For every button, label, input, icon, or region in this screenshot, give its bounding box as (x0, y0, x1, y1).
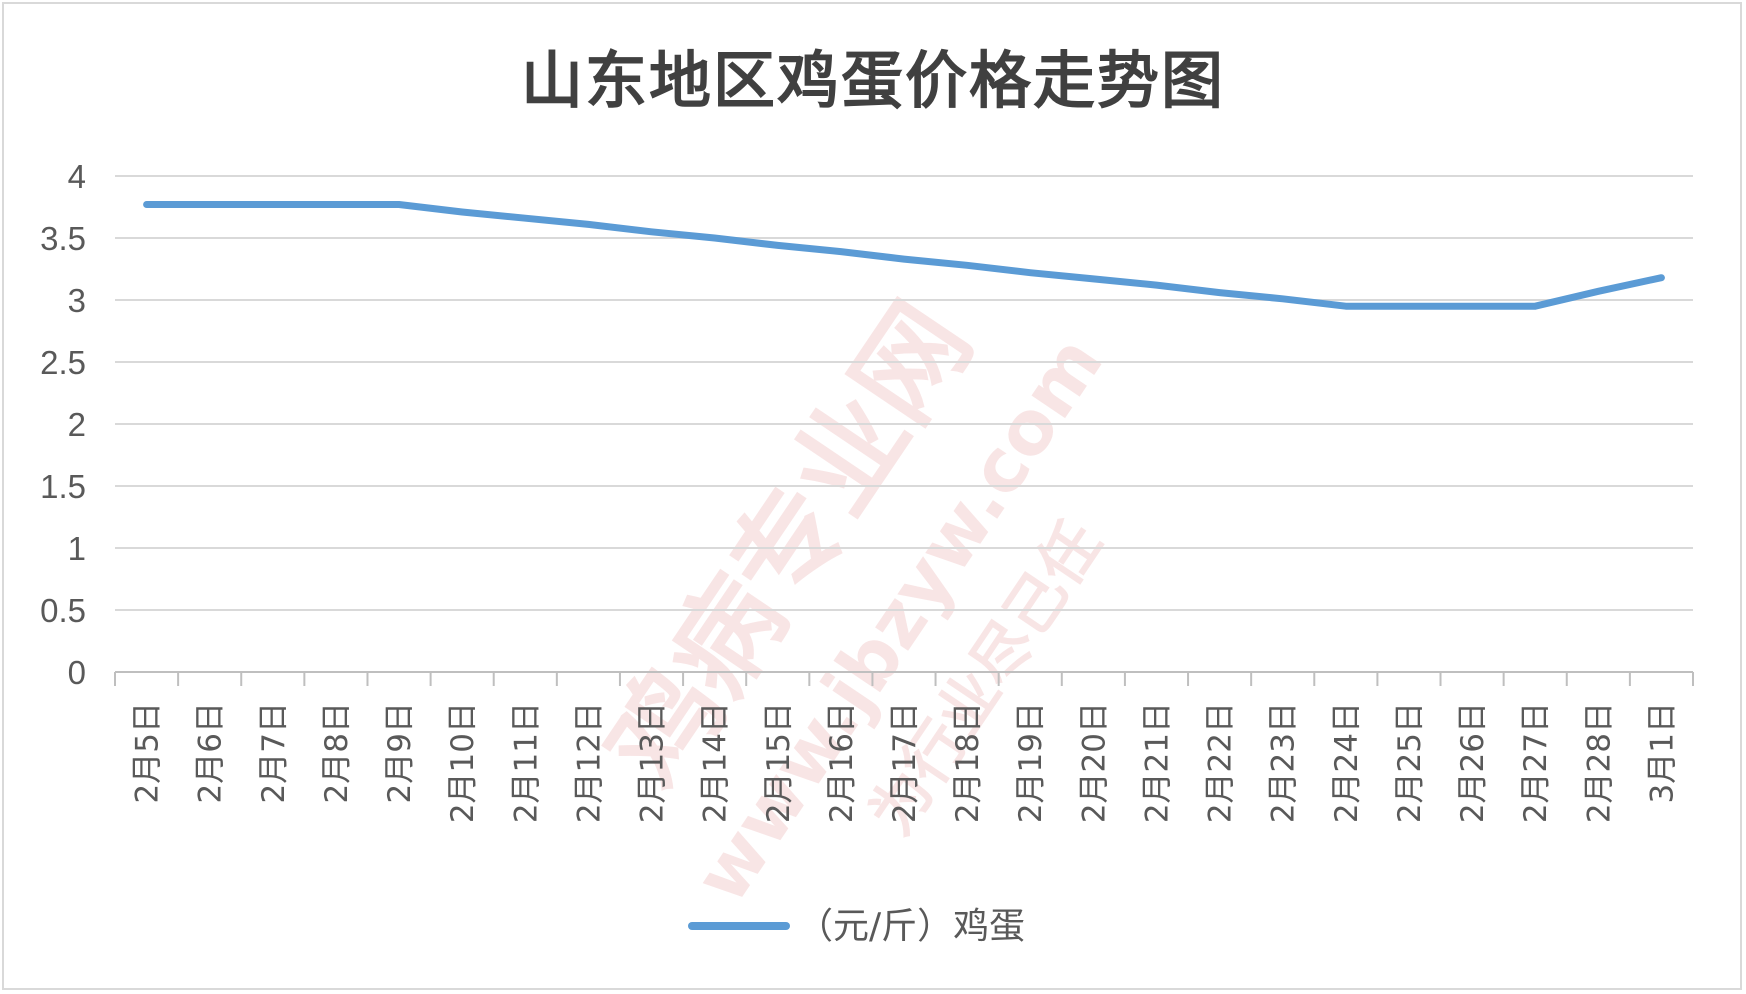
watermark: 鸡病专业网 www.jbzyw.com 为行业尽己任 (582, 281, 1120, 917)
x-tick-label: 2月15日 (761, 702, 797, 823)
x-tick-label: 2月21日 (1139, 702, 1175, 823)
x-axis (114, 671, 1694, 686)
series-layer (143, 201, 1665, 310)
x-tick-label: 2月13日 (635, 702, 671, 823)
x-tick-label: 2月11日 (508, 702, 544, 823)
x-tick-label: 2月6日 (193, 702, 229, 803)
x-tick-label: 2月24日 (1329, 702, 1365, 823)
x-tick-label: 2月23日 (1266, 702, 1302, 823)
x-tick-label: 2月9日 (382, 702, 418, 803)
x-tick-label: 2月12日 (571, 702, 607, 823)
y-tick-label: 1 (68, 530, 86, 567)
y-axis-ticks: 0 0.5 1 1.5 2 2.5 3 3.5 4 (40, 158, 86, 691)
x-tick-label: 2月28日 (1581, 702, 1617, 823)
x-tick-label: 2月25日 (1392, 702, 1428, 823)
y-tick-label: 0.5 (40, 592, 86, 629)
y-tick-label: 2 (68, 406, 86, 443)
y-tick-label: 3 (68, 282, 86, 319)
x-tick-label: 2月26日 (1455, 702, 1491, 823)
y-tick-label: 1.5 (40, 468, 86, 505)
x-tick-label: 2月5日 (130, 702, 166, 803)
x-tick-label: 2月7日 (256, 702, 292, 803)
y-tick-label: 4 (68, 158, 86, 195)
y-tick-label: 2.5 (40, 344, 86, 381)
series-line (143, 201, 1665, 310)
chart-title: 山东地区鸡蛋价格走势图 (520, 44, 1225, 117)
y-tick-label: 0 (68, 654, 86, 691)
x-tick-label: 2月14日 (698, 702, 734, 823)
x-tick-label: 2月20日 (1076, 702, 1112, 823)
x-tick-label: 3月1日 (1644, 702, 1680, 803)
x-tick-label: 2月19日 (1013, 702, 1049, 823)
gridlines (115, 175, 1693, 611)
x-tick-label: 2月10日 (445, 702, 481, 823)
legend-label: （元/斤）鸡蛋 (797, 906, 1025, 947)
x-tick-label: 2月22日 (1203, 702, 1239, 823)
x-axis-ticks: 2月5日 2月6日 2月7日 2月8日 2月9日 2月10日 2月11日 2月12日 2月13日… (130, 702, 1681, 823)
x-tick-label: 2月18日 (950, 702, 986, 823)
legend: （元/斤）鸡蛋 (688, 906, 1025, 947)
y-tick-label: 3.5 (40, 220, 86, 257)
x-tick-label: 2月8日 (319, 702, 355, 803)
x-tick-label: 2月17日 (887, 702, 923, 823)
x-tick-label: 2月27日 (1518, 702, 1554, 823)
x-tick-label: 2月16日 (824, 702, 860, 823)
